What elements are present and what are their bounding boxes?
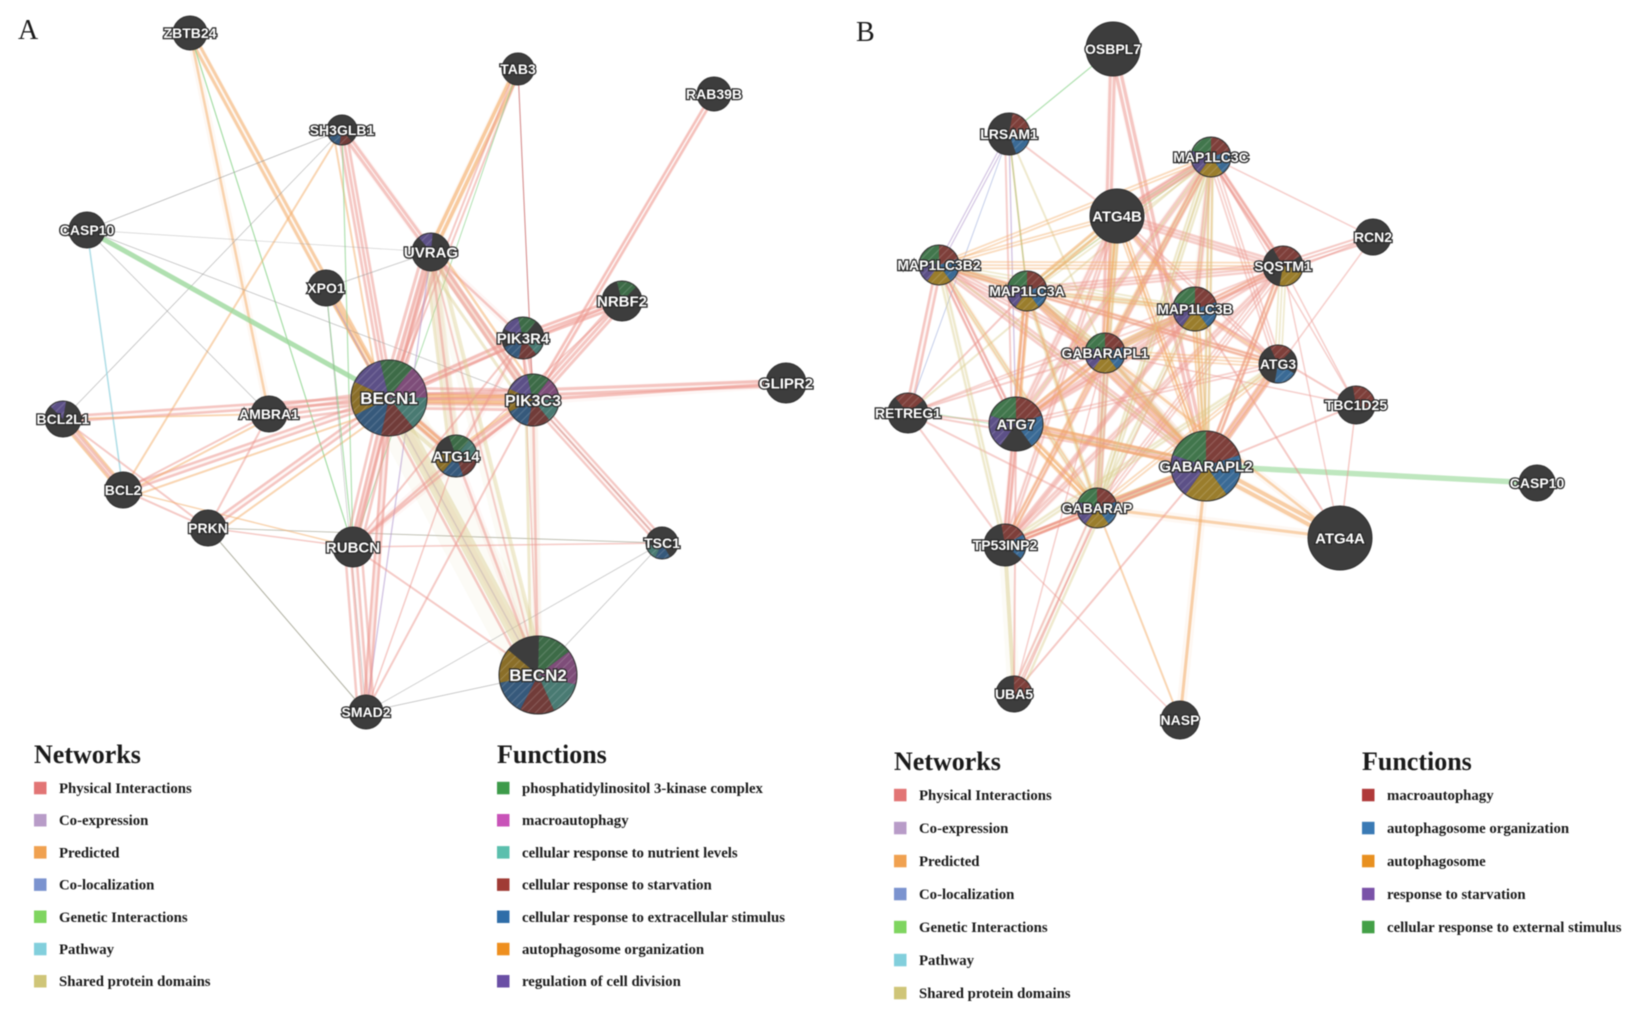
svg-text:macroautophagy: macroautophagy <box>522 813 629 829</box>
svg-text:LRSAM1: LRSAM1 <box>980 126 1038 142</box>
svg-text:Co-localization: Co-localization <box>59 878 154 894</box>
svg-text:SQSTM1: SQSTM1 <box>1254 258 1312 274</box>
svg-text:ZBTB24: ZBTB24 <box>164 25 217 41</box>
svg-text:ATG3: ATG3 <box>1260 356 1297 372</box>
svg-text:Genetic Interactions: Genetic Interactions <box>59 910 188 926</box>
svg-text:Shared protein domains: Shared protein domains <box>919 986 1071 1002</box>
svg-text:autophagosome organization: autophagosome organization <box>1387 821 1569 837</box>
svg-text:UBA5: UBA5 <box>995 686 1033 702</box>
svg-text:UVRAG: UVRAG <box>404 244 458 261</box>
svg-text:PIK3C3: PIK3C3 <box>505 393 561 410</box>
svg-text:OSBPL7: OSBPL7 <box>1085 41 1141 57</box>
svg-text:RUBCN: RUBCN <box>326 539 380 556</box>
svg-text:MAP1LC3A: MAP1LC3A <box>989 283 1064 299</box>
svg-text:AMBRA1: AMBRA1 <box>239 406 299 422</box>
svg-text:GABARAPL1: GABARAPL1 <box>1061 345 1148 361</box>
svg-text:RAB39B: RAB39B <box>686 86 742 102</box>
svg-text:B: B <box>856 17 875 48</box>
svg-text:cellular response to starvatio: cellular response to starvation <box>522 878 712 894</box>
svg-text:Pathway: Pathway <box>59 942 115 958</box>
svg-text:NRBF2: NRBF2 <box>597 293 647 310</box>
svg-text:BECN1: BECN1 <box>360 389 418 408</box>
svg-text:TBC1D25: TBC1D25 <box>1325 397 1387 413</box>
svg-text:A: A <box>18 15 39 46</box>
svg-text:MAP1LC3B: MAP1LC3B <box>1157 301 1232 317</box>
svg-text:MAP1LC3B2: MAP1LC3B2 <box>897 257 980 273</box>
svg-text:BCL2: BCL2 <box>105 482 142 498</box>
svg-text:macroautophagy: macroautophagy <box>1387 788 1494 804</box>
svg-text:response to starvation: response to starvation <box>1387 887 1526 903</box>
svg-text:cellular response to extracell: cellular response to extracellular stimu… <box>522 910 785 926</box>
svg-text:cellular response to external: cellular response to external stimulus <box>1387 920 1622 936</box>
svg-text:Physical Interactions: Physical Interactions <box>919 788 1052 804</box>
svg-text:TAB3: TAB3 <box>500 61 536 77</box>
svg-text:GLIPR2: GLIPR2 <box>759 375 813 392</box>
svg-text:Networks: Networks <box>894 747 1001 776</box>
svg-text:BCL2L1: BCL2L1 <box>37 411 90 427</box>
svg-text:autophagosome: autophagosome <box>1387 854 1486 870</box>
svg-text:Physical Interactions: Physical Interactions <box>59 781 192 797</box>
svg-text:Pathway: Pathway <box>919 953 975 969</box>
svg-text:MAP1LC3C: MAP1LC3C <box>1173 149 1248 165</box>
svg-text:GABARAPL2: GABARAPL2 <box>1159 458 1252 475</box>
svg-text:RCN2: RCN2 <box>1354 229 1392 245</box>
svg-text:cellular response to nutrient: cellular response to nutrient levels <box>522 845 738 861</box>
svg-text:Predicted: Predicted <box>59 845 120 861</box>
svg-text:NASP: NASP <box>1161 712 1200 728</box>
svg-text:SH3GLB1: SH3GLB1 <box>310 122 375 138</box>
svg-text:Co-expression: Co-expression <box>59 813 148 829</box>
svg-text:TP53INP2: TP53INP2 <box>973 537 1038 553</box>
svg-text:phosphatidylinositol 3-kinase: phosphatidylinositol 3-kinase complex <box>522 781 764 797</box>
svg-text:SMAD2: SMAD2 <box>341 704 390 720</box>
svg-text:PIK3R4: PIK3R4 <box>497 330 550 347</box>
svg-text:BECN2: BECN2 <box>509 666 567 685</box>
svg-text:autophagosome organization: autophagosome organization <box>522 942 704 958</box>
svg-text:ATG4A: ATG4A <box>1315 530 1365 547</box>
svg-text:PRKN: PRKN <box>188 520 228 536</box>
svg-text:TSC1: TSC1 <box>644 535 680 551</box>
svg-text:CASP10: CASP10 <box>1510 475 1565 491</box>
svg-text:Predicted: Predicted <box>919 854 980 870</box>
svg-text:XPO1: XPO1 <box>307 280 345 296</box>
svg-text:Networks: Networks <box>34 740 141 769</box>
svg-text:RETREG1: RETREG1 <box>875 405 941 421</box>
svg-text:ATG4B: ATG4B <box>1092 208 1142 225</box>
svg-text:Functions: Functions <box>497 740 607 769</box>
svg-text:ATG14: ATG14 <box>432 448 480 465</box>
svg-text:GABARAP: GABARAP <box>1062 500 1133 516</box>
svg-text:Functions: Functions <box>1362 747 1472 776</box>
svg-text:CASP10: CASP10 <box>60 222 115 238</box>
svg-text:Co-expression: Co-expression <box>919 821 1008 837</box>
svg-text:regulation of cell division: regulation of cell division <box>522 974 681 990</box>
svg-text:Shared protein domains: Shared protein domains <box>59 974 211 990</box>
svg-text:ATG7: ATG7 <box>997 416 1036 433</box>
svg-text:Genetic Interactions: Genetic Interactions <box>919 920 1048 936</box>
svg-text:Co-localization: Co-localization <box>919 887 1014 903</box>
